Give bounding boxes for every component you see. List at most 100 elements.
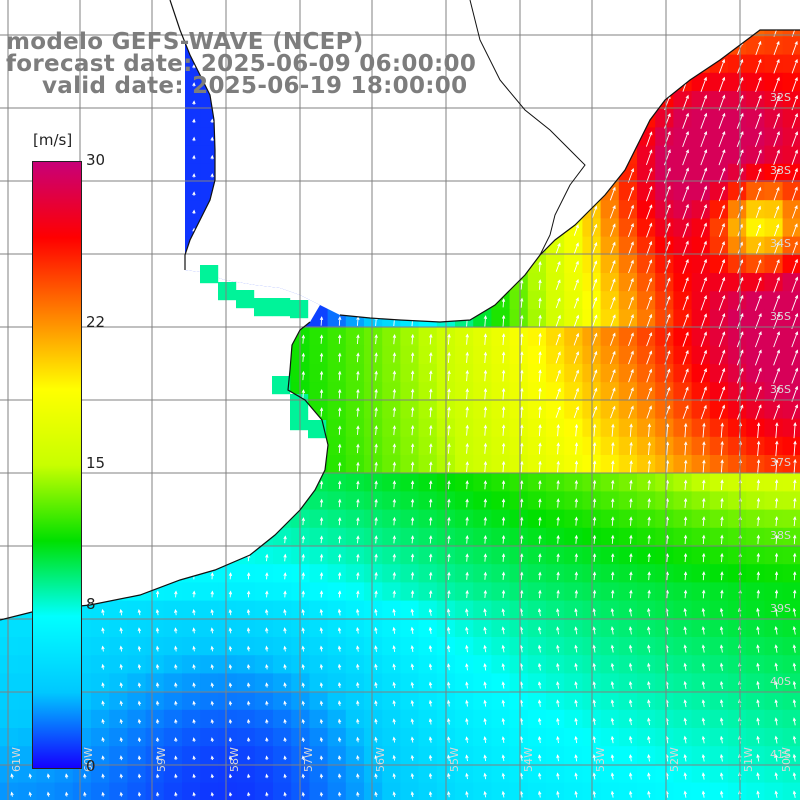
field-cell [764, 618, 784, 638]
wind-arrow [645, 185, 653, 202]
wind-arrow [718, 204, 725, 219]
wind-arrow [628, 350, 634, 365]
field-cell [218, 582, 238, 602]
wind-arrow [609, 186, 616, 201]
wind-arrow [465, 663, 469, 671]
wind-arrow [629, 479, 633, 490]
wind-arrow [283, 572, 287, 580]
field-cell [364, 364, 383, 383]
wind-arrow [646, 222, 653, 238]
wind-arrow [647, 423, 652, 437]
field-cell [182, 182, 201, 201]
field-cell [564, 491, 583, 511]
wind-arrow [101, 682, 105, 688]
wind-arrow [28, 791, 32, 797]
field-cell [655, 455, 674, 474]
wind-arrow [447, 589, 451, 598]
field-cell [618, 200, 638, 219]
field-cell [600, 309, 620, 329]
field-cell [491, 691, 511, 711]
wind-arrow [119, 773, 123, 779]
wind-arrow [556, 662, 560, 671]
wind-arrow [592, 681, 596, 689]
wind-arrow [137, 718, 142, 724]
wind-arrow [283, 755, 287, 761]
field-cell [327, 618, 347, 638]
wind-arrow [756, 497, 761, 509]
field-cell [728, 618, 747, 638]
field-cell [564, 728, 583, 747]
field-cell [673, 637, 693, 656]
wind-arrow [429, 443, 433, 454]
wind-arrow [647, 497, 651, 508]
wind-arrow [646, 350, 653, 365]
field-cell [473, 473, 492, 492]
wind-arrow [538, 297, 542, 309]
field-cell [691, 327, 711, 347]
wind-arrow [174, 718, 178, 724]
wind-arrow [628, 405, 634, 419]
field-cell [145, 764, 165, 784]
field-cell [345, 673, 365, 693]
field-cell [673, 782, 693, 800]
wind-arrow [356, 352, 360, 363]
lat-label: 41S [770, 748, 791, 761]
field-cell [746, 345, 765, 365]
field-cell [782, 618, 800, 638]
field-cell [254, 673, 274, 693]
field-cell [564, 764, 583, 784]
wind-arrow [192, 173, 196, 178]
wind-arrow [119, 755, 123, 761]
wind-arrow [756, 440, 761, 457]
field-cell [91, 728, 110, 747]
field-cell [564, 327, 583, 347]
field-cell [637, 145, 656, 165]
field-cell [673, 655, 693, 674]
wind-arrow [756, 552, 761, 563]
field-cell [782, 127, 800, 147]
field-cell [746, 291, 765, 310]
field-cell [546, 382, 565, 401]
wind-arrow [718, 222, 725, 238]
field-cell [637, 345, 656, 365]
field-cell [564, 527, 583, 547]
field-cell [546, 582, 565, 602]
field-cell [782, 709, 800, 729]
wind-arrow [791, 294, 799, 311]
wind-arrow [773, 40, 780, 56]
wind-arrow [119, 608, 123, 616]
wind-arrow [682, 149, 689, 166]
wind-arrow [773, 205, 780, 219]
field-cell [309, 491, 329, 511]
wind-arrow [774, 680, 778, 690]
wind-arrow [356, 754, 360, 761]
wind-arrow [774, 497, 779, 509]
wind-arrow [119, 645, 123, 652]
field-cell [455, 327, 474, 347]
field-cell [509, 637, 529, 656]
wind-arrow [793, 534, 797, 545]
wind-arrow [410, 498, 415, 508]
field-cell [673, 673, 693, 693]
field-cell [782, 364, 800, 383]
field-cell [509, 327, 529, 347]
field-cell [655, 691, 674, 711]
field-cell [345, 728, 365, 747]
field-cell [691, 436, 711, 456]
wind-arrow [356, 498, 360, 508]
wind-arrow [447, 535, 451, 544]
wind-arrow [610, 790, 615, 798]
field-cell [182, 163, 201, 183]
wind-arrow [319, 736, 324, 743]
field-cell [200, 600, 219, 620]
field-cell [527, 345, 547, 365]
field-cell [782, 291, 800, 310]
wind-arrow [574, 790, 578, 798]
coastline [0, 0, 800, 621]
field-cell [236, 600, 256, 620]
wind-arrow [628, 607, 633, 617]
wind-arrow [791, 276, 799, 293]
field-cell [527, 509, 547, 529]
field-cell [509, 382, 529, 401]
